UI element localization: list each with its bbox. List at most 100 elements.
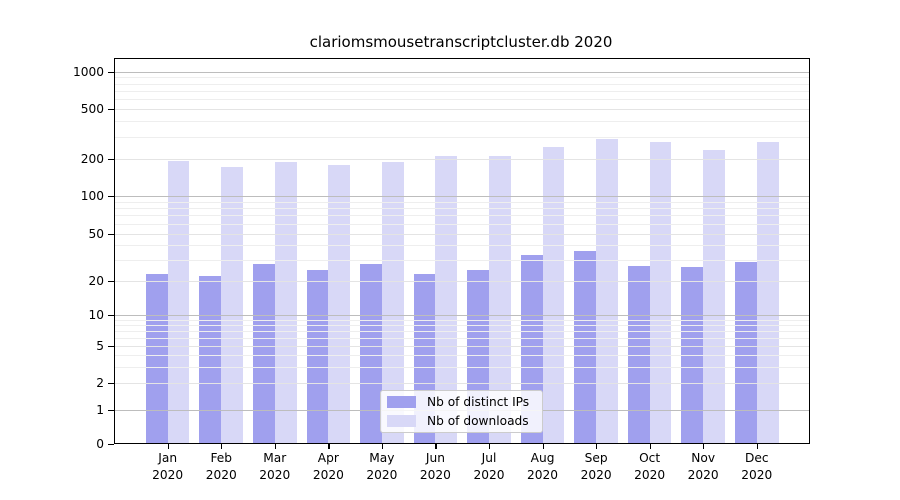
grid-line-minor [114,121,810,123]
x-tick-mark [221,443,223,449]
x-tick-year: 2020 [205,468,237,482]
grid-line-minor [114,215,810,217]
bar-distinct-ips [574,250,597,444]
grid-line-minor [114,201,810,203]
y-tick-mark [107,71,114,73]
grid-line-minor [114,355,810,356]
legend-label-downloads: Nb of downloads [427,414,529,428]
x-tick-label: Jan 2020 [152,450,183,484]
y-tick-mark [107,410,114,412]
grid-line-minor [114,337,810,339]
grid-line-major [114,71,810,73]
x-tick-mark [328,443,330,449]
x-tick-label: Nov 2020 [688,450,719,484]
y-tick-mark [107,443,114,445]
y-tick-mark [107,109,114,111]
bar-downloads [221,167,244,444]
x-tick-label: Sep 2020 [581,450,612,484]
bar-distinct-ips [145,273,168,444]
grid-line-minor [114,77,810,79]
legend-item-downloads: Nb of downloads [387,413,536,430]
grid-line-minor [114,331,810,333]
legend-swatch-distinct-ips [387,396,416,408]
bar-distinct-ips [627,265,650,444]
bar-distinct-ips [734,261,757,444]
x-tick-month: Sep [584,451,608,465]
x-tick-label: Aug 2020 [527,450,558,484]
y-tick-label: 100 [80,189,104,203]
x-tick-label: Jun 2020 [420,450,451,484]
grid-line-labeled [114,281,810,282]
grid-line-minor [114,245,810,247]
grid-line-minor [114,366,810,368]
x-tick-mark [542,443,544,449]
x-tick-month: Mar [263,451,287,465]
x-tick-month: Nov [691,451,716,465]
bar-downloads [756,142,779,444]
bar-distinct-ips [360,263,382,444]
grid-line-labeled [114,109,810,110]
x-tick-year: 2020 [741,468,773,482]
x-tick-label: May 2020 [366,450,397,484]
grid-line-labeled [114,158,810,160]
x-tick-mark [435,443,437,449]
x-tick-month: Dec [744,451,769,465]
bar-downloads [167,161,190,444]
y-tick-mark [107,281,114,283]
x-tick-label: Jul 2020 [473,450,504,484]
x-tick-year: 2020 [527,468,559,482]
x-tick-mark [489,443,491,449]
y-tick-mark [107,315,114,317]
x-tick-month: Apr [317,451,339,465]
bar-downloads [381,162,404,444]
legend-item-distinct-ips: Nb of distinct IPs [387,394,536,411]
x-tick-year: 2020 [259,468,291,482]
x-tick-month: May [369,451,395,465]
x-tick-month: Jul [481,451,497,465]
x-tick-year: 2020 [419,468,451,482]
x-tick-mark [274,443,276,449]
grid-line-major [114,196,810,197]
bar-distinct-ips [306,269,329,444]
grid-line-minor [114,90,810,92]
y-tick-mark [107,196,114,198]
x-tick-year: 2020 [634,468,666,482]
grid-line-minor [114,99,810,101]
legend: Nb of distinct IPs Nb of downloads [380,390,543,433]
x-tick-label: Dec 2020 [741,450,772,484]
x-tick-year: 2020 [366,468,398,482]
y-tick-label: 5 [96,339,104,353]
y-tick-label: 200 [80,151,104,166]
y-tick-label: 1 [96,403,104,417]
y-tick-mark [107,346,114,348]
x-tick-mark [596,443,598,449]
bar-downloads [328,164,351,444]
legend-label-distinct-ips: Nb of distinct IPs [427,395,530,409]
x-tick-year: 2020 [580,468,612,482]
x-tick-month: Jun [425,451,445,465]
grid-line-major [114,315,810,317]
y-tick-label: 2 [96,376,104,390]
x-tick-year: 2020 [312,468,344,482]
bar-downloads [435,155,458,444]
x-tick-label: Feb 2020 [206,450,237,484]
x-tick-mark [703,443,705,449]
y-tick-mark [107,233,114,235]
grid-line-minor [114,260,810,262]
y-tick-label: 50 [88,226,104,241]
bar-distinct-ips [199,276,222,444]
x-tick-label: Oct 2020 [634,450,665,484]
grid-line-labeled [114,346,810,347]
x-tick-mark [756,443,758,449]
x-tick-month: Aug [530,451,555,465]
bar-downloads [649,142,672,444]
bar-downloads [542,147,565,444]
y-tick-mark [107,383,114,385]
bar-downloads [703,150,725,444]
x-tick-label: Mar 2020 [259,450,290,484]
x-tick-year: 2020 [687,468,719,482]
y-tick-label: 500 [80,102,104,116]
y-tick-label: 10 [88,308,104,323]
x-tick-year: 2020 [152,468,184,482]
